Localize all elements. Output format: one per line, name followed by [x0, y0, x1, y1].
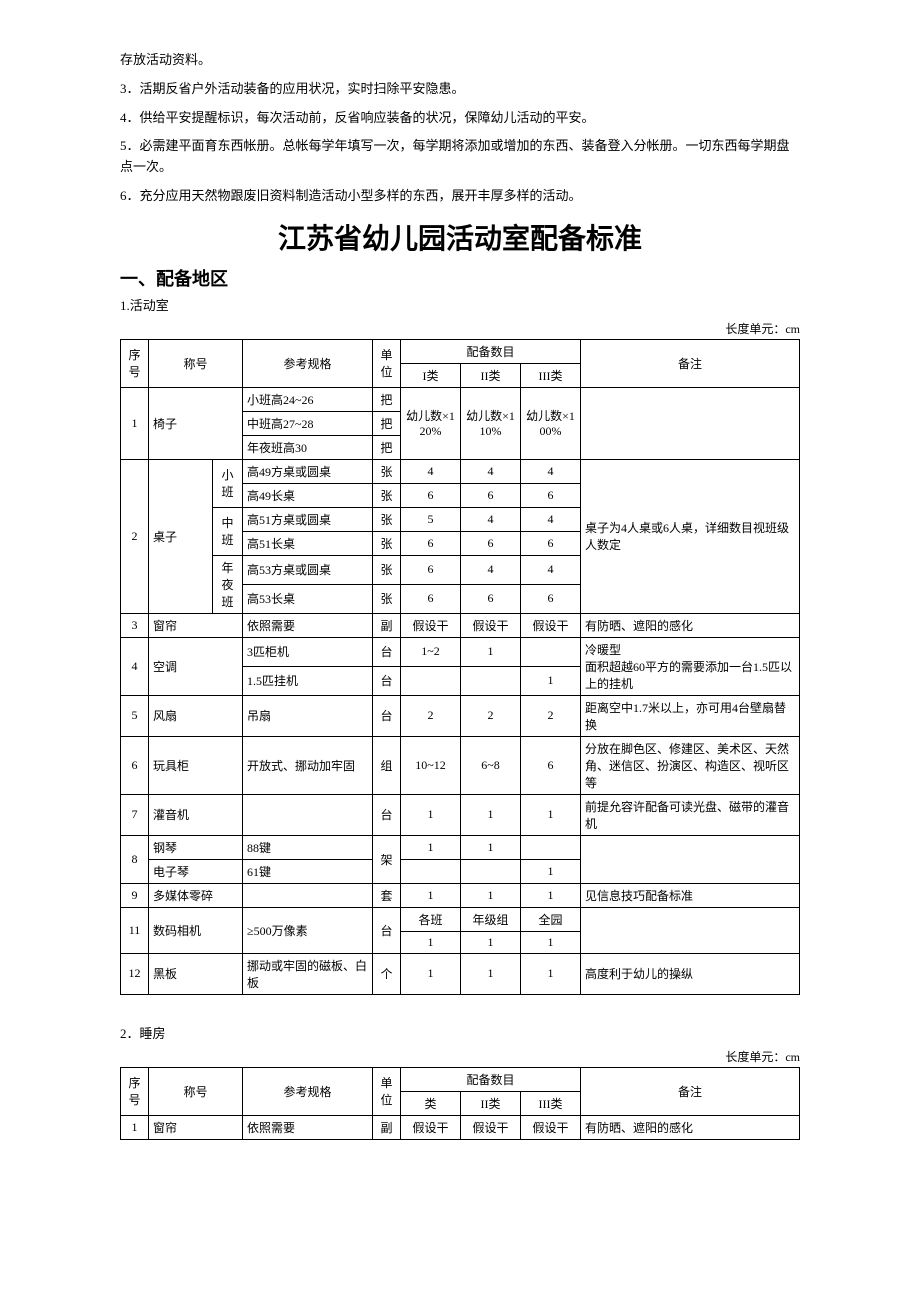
unit-note: 长度单元：cm — [120, 320, 800, 337]
table-row: 2 桌子 小班 高49方桌或圆桌张 444 桌子为4人桌或6人桌，详细数目视班级… — [121, 459, 800, 483]
col-qty: 配备数目 — [401, 339, 581, 363]
paragraph: 存放活动资料。 — [120, 50, 800, 71]
table-row: 7 灌音机 台 1 1 1 前提允容许配备可读光盘、磁带的灌音机 — [121, 794, 800, 835]
col-note: 备注 — [581, 339, 800, 387]
table-header-row: 序号 称号 参考规格 单位 配备数目 备注 — [121, 339, 800, 363]
table-row: 5 风扇 吊扇 台 2 2 2 距离空中1.7米以上，亦可用4台壁扇替换 — [121, 695, 800, 736]
equipment-table-1: 序号 称号 参考规格 单位 配备数目 备注 I类 II类 III类 1 椅子 小… — [120, 339, 800, 995]
paragraph: 6．充分应用天然物跟废旧资料制造活动小型多样的东西，展开丰厚多样的活动。 — [120, 186, 800, 207]
col-name: 称号 — [149, 339, 243, 387]
table-row: 11 数码相机 ≥500万像素 台 各班 年级组 全园 — [121, 907, 800, 931]
paragraph: 3．活期反省户外活动装备的应用状况，实时扫除平安隐患。 — [120, 79, 800, 100]
table-row: 8 钢琴 88键 架 1 1 — [121, 835, 800, 859]
col-cat3: III类 — [521, 363, 581, 387]
col-cat2: II类 — [461, 363, 521, 387]
col-unit: 单位 — [373, 339, 401, 387]
table-row: 1 椅子 小班高24~26 把 幼儿数×120% 幼儿数×110% 幼儿数×10… — [121, 387, 800, 411]
table-title: 2．睡房 — [120, 1023, 800, 1042]
table-row: 12 黑板 挪动或牢固的磁板、白板 个 1 1 1 高度利于幼儿的操纵 — [121, 953, 800, 994]
table-row: 6 玩具柜 开放式、挪动加牢固 组 10~12 6~8 6 分放在脚色区、修建区… — [121, 736, 800, 794]
page-title: 江苏省幼儿园活动室配备标准 — [120, 217, 800, 257]
table-row: 9 多媒体零碎 套 1 1 1 见信息技巧配备标准 — [121, 883, 800, 907]
col-spec: 参考规格 — [243, 339, 373, 387]
table-title: 1.活动室 — [120, 295, 800, 314]
table-header-row: 序号 称号 参考规格 单位 配备数目 备注 — [121, 1067, 800, 1091]
equipment-table-2: 序号 称号 参考规格 单位 配备数目 备注 类 II类 III类 1 窗帘 依照… — [120, 1067, 800, 1140]
table-row: 1 窗帘 依照需要 副 假设干 假设干 假设干 有防晒、遮阳的感化 — [121, 1115, 800, 1139]
unit-note: 长度单元：cm — [120, 1048, 800, 1065]
table-row: 4 空调 3匹柜机 台 1~2 1 冷暖型 面积超越60平方的需要添加一台1.5… — [121, 637, 800, 666]
col-seq: 序号 — [121, 339, 149, 387]
paragraph: 5．必需建平面育东西帐册。总帐每学年填写一次，每学期将添加或增加的东西、装备登入… — [120, 136, 800, 178]
table-row: 3 窗帘 依照需要 副 假设干 假设干 假设干 有防晒、遮阳的感化 — [121, 613, 800, 637]
paragraph: 4．供给平安提醒标识，每次活动前，反省响应装备的状况，保障幼儿活动的平安。 — [120, 108, 800, 129]
col-cat1: I类 — [401, 363, 461, 387]
section-title: 一、配备地区 — [120, 265, 800, 291]
